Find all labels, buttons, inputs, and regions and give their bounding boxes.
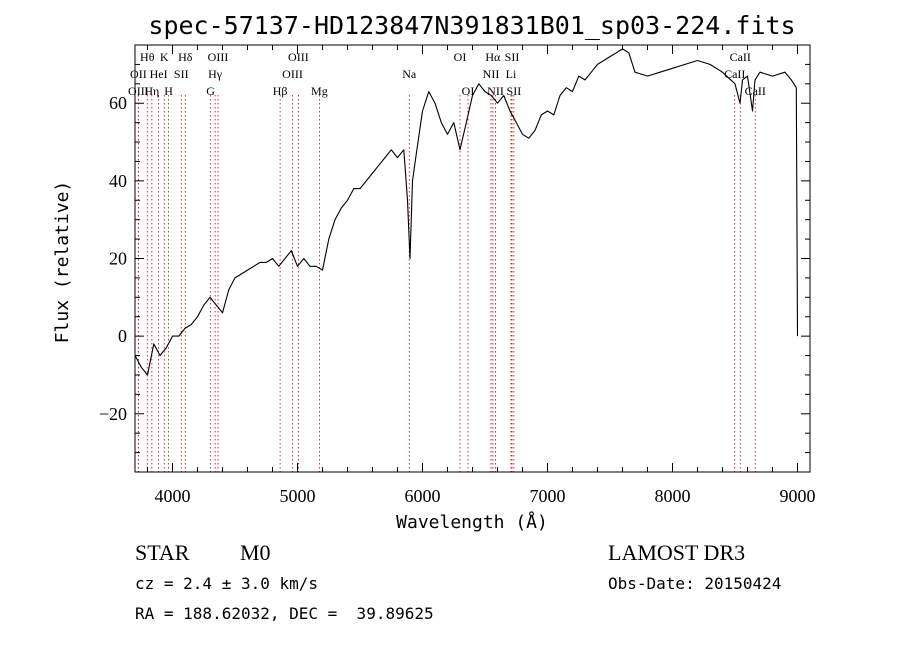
line-label: Hγ xyxy=(208,67,223,81)
spectrum-line xyxy=(134,48,799,376)
y-tick-label: 20 xyxy=(109,249,127,269)
x-axis-label: Wavelength (Å) xyxy=(396,511,548,533)
chart-title: spec-57137-HD123847N391831B01_sp03-224.f… xyxy=(148,11,795,40)
spectrum-series xyxy=(134,48,799,376)
line-label: Hβ xyxy=(273,84,288,98)
line-label: K xyxy=(160,50,169,64)
line-label: OII xyxy=(130,67,147,81)
ra-dec-text: RA = 188.62032, DEC = 39.89625 xyxy=(135,604,434,623)
line-label: CaII xyxy=(730,50,751,64)
y-tick-label: 40 xyxy=(109,171,127,191)
x-tick-label: 8000 xyxy=(655,486,691,506)
x-tick-label: 4000 xyxy=(155,486,191,506)
line-label: HeI xyxy=(150,67,168,81)
x-tick-label: 6000 xyxy=(405,486,441,506)
y-tick-label: −20 xyxy=(99,404,127,424)
line-label: CaII xyxy=(724,67,745,81)
line-label: Mg xyxy=(311,84,328,98)
line-label: Hα xyxy=(485,50,501,64)
line-label: OIII xyxy=(208,50,229,64)
line-label: Hθ xyxy=(140,50,155,64)
line-label: OIII xyxy=(128,84,149,98)
y-axis-label: Flux (relative) xyxy=(52,181,73,344)
x-tick-label: 5000 xyxy=(280,486,316,506)
survey-name: LAMOST DR3 xyxy=(608,540,746,565)
line-label: SII xyxy=(507,84,522,98)
y-tick-label: 60 xyxy=(109,93,127,113)
redshift-text: cz = 2.4 ± 3.0 km/s xyxy=(135,574,319,593)
line-label: H xyxy=(164,84,173,98)
line-label: OIII xyxy=(282,67,303,81)
line-label: Li xyxy=(506,67,517,81)
line-label: Na xyxy=(402,67,417,81)
line-label: Hη xyxy=(144,84,159,98)
line-label: G xyxy=(206,84,215,98)
line-label: CaII xyxy=(745,84,766,98)
line-label: SII xyxy=(505,50,520,64)
plot-frame xyxy=(134,44,811,473)
line-label: OI xyxy=(454,50,467,64)
line-label: NII xyxy=(483,67,500,81)
line-label: NII xyxy=(487,84,504,98)
object-class: STAR xyxy=(135,540,190,565)
line-label: OI xyxy=(462,84,475,98)
x-tick-label: 7000 xyxy=(530,486,566,506)
x-tick-label: 9000 xyxy=(780,486,816,506)
axis-ticks: 4000 5000 6000 7000 8000 9000 −20 0 20 40 60 xyxy=(99,45,816,506)
y-tick-label: 0 xyxy=(118,326,127,346)
obs-date: Obs-Date: 20150424 xyxy=(608,574,782,593)
line-label: Hδ xyxy=(178,50,193,64)
line-label: OIII xyxy=(288,50,309,64)
object-subclass: M0 xyxy=(240,540,271,565)
line-label: SII xyxy=(174,67,189,81)
